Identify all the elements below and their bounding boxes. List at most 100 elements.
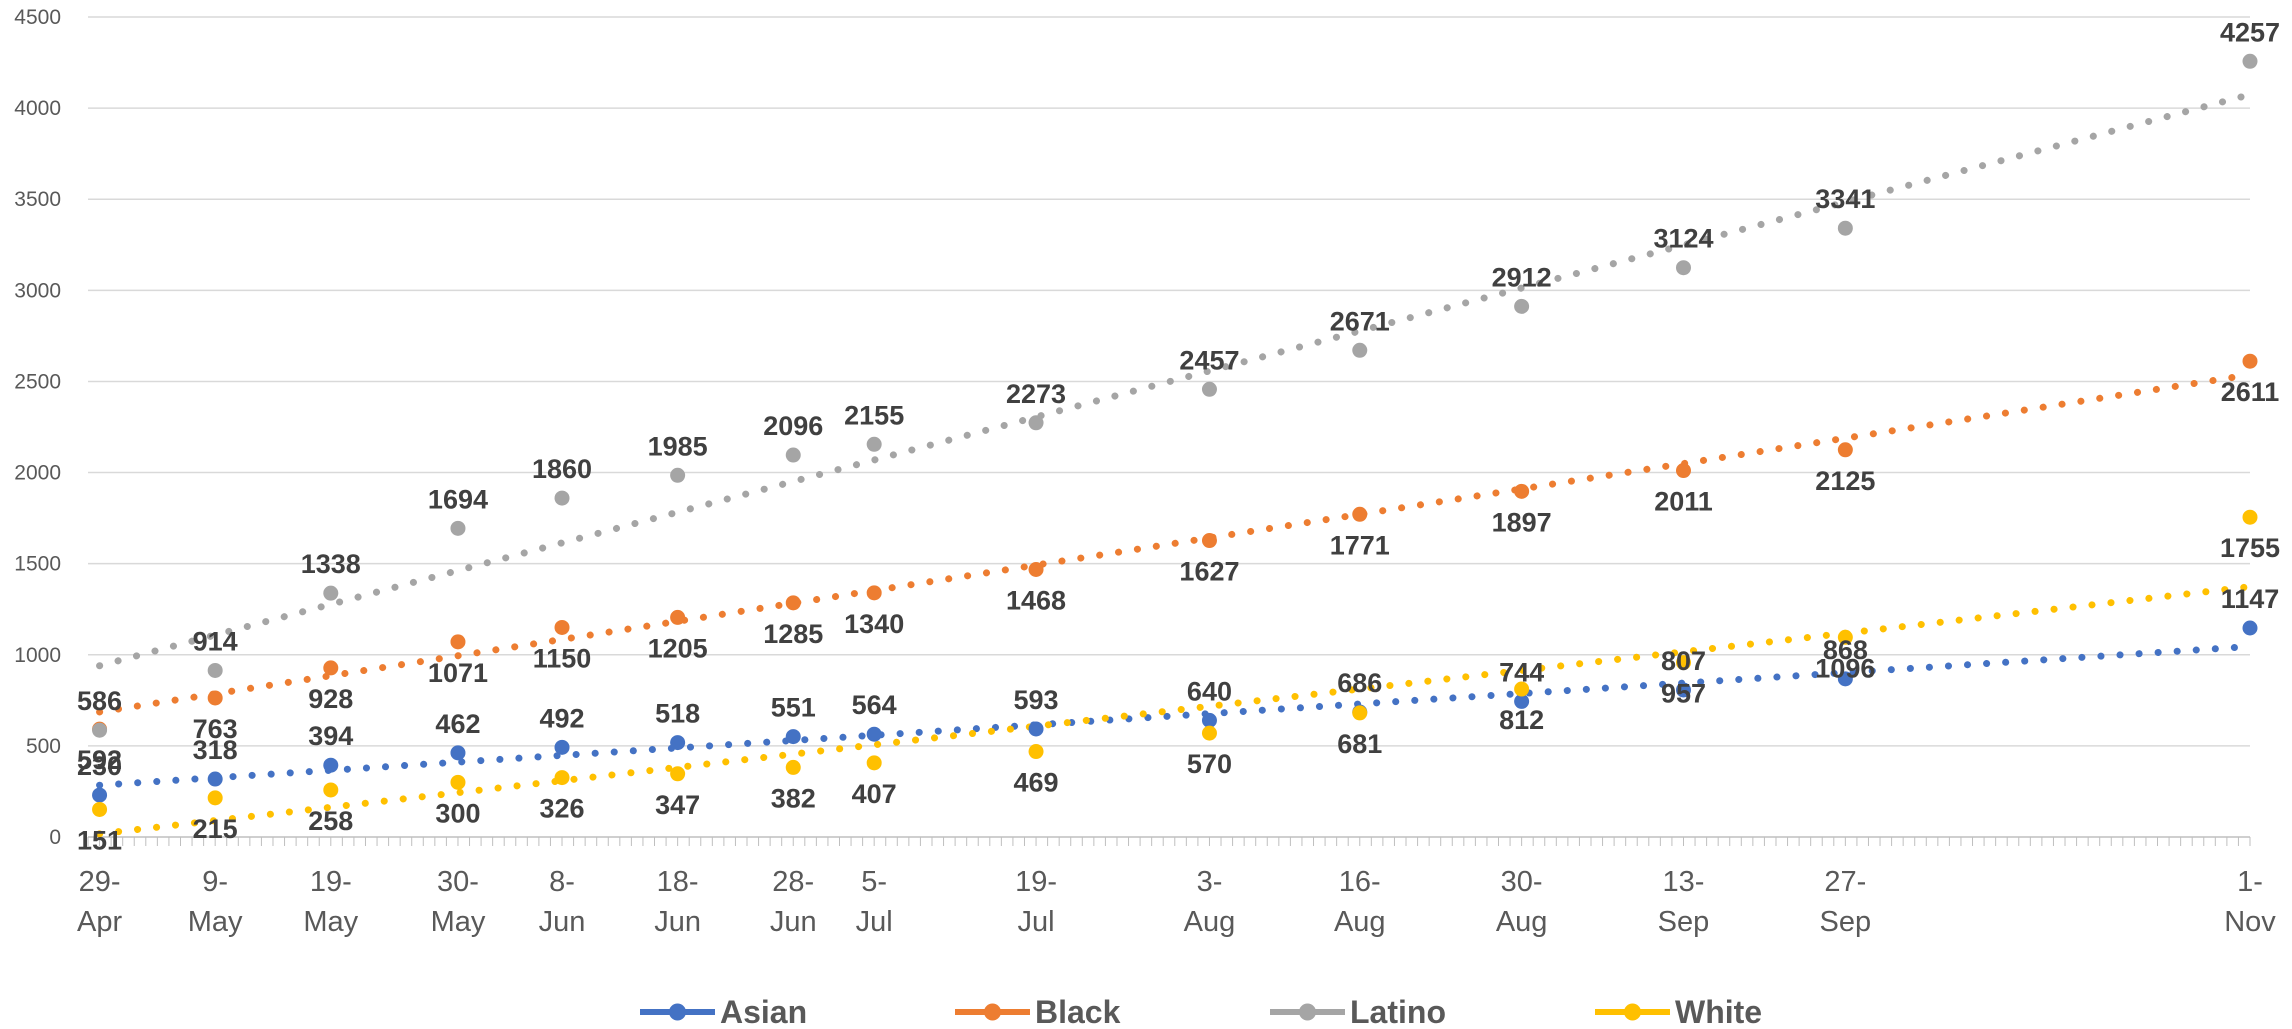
trendline-latino xyxy=(96,91,2254,670)
x-tick-label: May xyxy=(303,906,358,938)
data-point-black xyxy=(450,634,466,650)
legend: Asian Black Latino White xyxy=(640,994,1762,1029)
data-point-white xyxy=(92,801,108,817)
data-point-white xyxy=(1837,629,1853,645)
data-point-latino xyxy=(1352,342,1368,358)
y-tick-label: 2000 xyxy=(14,462,61,485)
data-label-latino: 914 xyxy=(193,626,238,656)
legend-label-asian: Asian xyxy=(720,994,807,1024)
data-label-asian: 1147 xyxy=(2221,584,2280,614)
data-point-white xyxy=(1028,744,1044,760)
data-label-black: 1897 xyxy=(1492,507,1552,537)
data-label-latino: 586 xyxy=(77,686,122,716)
data-point-black xyxy=(554,619,570,635)
data-label-black: 1205 xyxy=(648,633,708,663)
data-label-asian: 518 xyxy=(655,699,700,729)
data-point-black xyxy=(1675,463,1691,479)
data-point-white xyxy=(866,755,882,771)
x-tick-label: 27- xyxy=(1824,866,1866,898)
data-point-latino xyxy=(1028,415,1044,431)
data-label-white: 681 xyxy=(1337,729,1382,759)
x-tick-label: Jul xyxy=(856,906,893,938)
data-point-black xyxy=(1352,506,1368,522)
legend-swatch-marker xyxy=(1624,1003,1641,1021)
data-label-black: 1285 xyxy=(763,619,823,649)
data-label-asian: 686 xyxy=(1337,668,1382,698)
x-tick-label: 16- xyxy=(1339,866,1381,898)
legend-swatch-marker xyxy=(669,1003,686,1021)
data-label-latino: 4257 xyxy=(2220,17,2280,47)
data-point-white xyxy=(1514,681,1530,697)
data-point-white xyxy=(785,759,801,775)
data-points xyxy=(92,53,2258,817)
data-point-asian xyxy=(1675,682,1691,698)
data-point-asian xyxy=(450,745,466,761)
data-point-black xyxy=(1028,561,1044,577)
data-point-asian xyxy=(554,739,570,755)
data-point-latino xyxy=(92,722,108,738)
data-point-latino xyxy=(1514,298,1530,314)
y-tick-label: 0 xyxy=(49,826,61,849)
data-label-white: 326 xyxy=(539,794,584,824)
data-point-white xyxy=(2242,509,2258,525)
data-label-latino: 1694 xyxy=(428,484,488,514)
x-tick-label: 5- xyxy=(861,866,887,898)
data-point-asian xyxy=(785,729,801,745)
data-point-white xyxy=(323,782,339,798)
data-label-asian: 462 xyxy=(435,709,480,739)
data-label-asian: 640 xyxy=(1187,676,1232,706)
x-tick-label: 3- xyxy=(1197,866,1223,898)
x-tick-label: Sep xyxy=(1820,906,1872,938)
x-tick-label: 29- xyxy=(79,866,121,898)
data-label-black: 1627 xyxy=(1179,557,1239,587)
data-point-white xyxy=(1352,705,1368,721)
x-tick-label: 9- xyxy=(202,866,228,898)
data-point-latino xyxy=(866,436,882,452)
data-point-asian xyxy=(1514,693,1530,709)
data-label-asian: 868 xyxy=(1823,635,1868,665)
legend-item-asian: Asian xyxy=(640,994,807,1029)
x-tick-label: 8- xyxy=(549,866,575,898)
y-tick-label: 4000 xyxy=(14,97,61,120)
x-tick-label: May xyxy=(431,906,486,938)
y-axis: 0 500 1000 1500 2000 2500 3000 3500 4000 4500 xyxy=(14,6,61,849)
data-labels: 230 318 394 462 492 518 551 564 593 640 686 744 807 8… xyxy=(77,17,2280,855)
y-tick-label: 2500 xyxy=(14,370,61,393)
data-label-asian: 593 xyxy=(1014,685,1059,715)
data-label-latino: 2155 xyxy=(844,400,904,430)
data-point-latino xyxy=(554,490,570,506)
data-label-latino: 2671 xyxy=(1330,306,1390,336)
y-tick-label: 3000 xyxy=(14,279,61,302)
data-point-black xyxy=(2242,353,2258,369)
data-label-white: 347 xyxy=(655,790,700,820)
data-label-black: 1071 xyxy=(428,658,488,688)
trendline-asian xyxy=(96,643,2254,789)
x-tick-label: Jul xyxy=(1018,906,1055,938)
legend-swatch-marker xyxy=(1299,1003,1316,1021)
data-label-white: 1096 xyxy=(1815,653,1875,683)
data-label-black: 592 xyxy=(77,745,122,775)
data-label-latino: 2273 xyxy=(1006,379,1066,409)
data-point-white xyxy=(1201,725,1217,741)
data-point-latino xyxy=(1201,381,1217,397)
x-tick-label: May xyxy=(188,906,243,938)
x-tick-label: Apr xyxy=(77,906,122,938)
data-label-latino: 2912 xyxy=(1492,262,1552,292)
data-point-asian xyxy=(866,726,882,742)
legend-label-white: White xyxy=(1675,994,1762,1024)
y-tick-label: 1000 xyxy=(14,644,61,667)
y-tick-label: 1500 xyxy=(14,553,61,576)
data-point-white xyxy=(554,770,570,786)
x-tick-label: Nov xyxy=(2224,906,2276,938)
legend-label-black: Black xyxy=(1035,994,1121,1024)
data-point-asian xyxy=(670,735,686,751)
data-label-asian: 492 xyxy=(539,703,584,733)
data-label-white: 382 xyxy=(771,783,816,813)
data-label-asian: 564 xyxy=(852,690,897,720)
data-label-white: 407 xyxy=(852,779,897,809)
data-point-black xyxy=(670,609,686,625)
data-label-asian: 318 xyxy=(193,735,238,765)
data-point-latino xyxy=(1675,260,1691,276)
x-tick-label: 30- xyxy=(1501,866,1543,898)
